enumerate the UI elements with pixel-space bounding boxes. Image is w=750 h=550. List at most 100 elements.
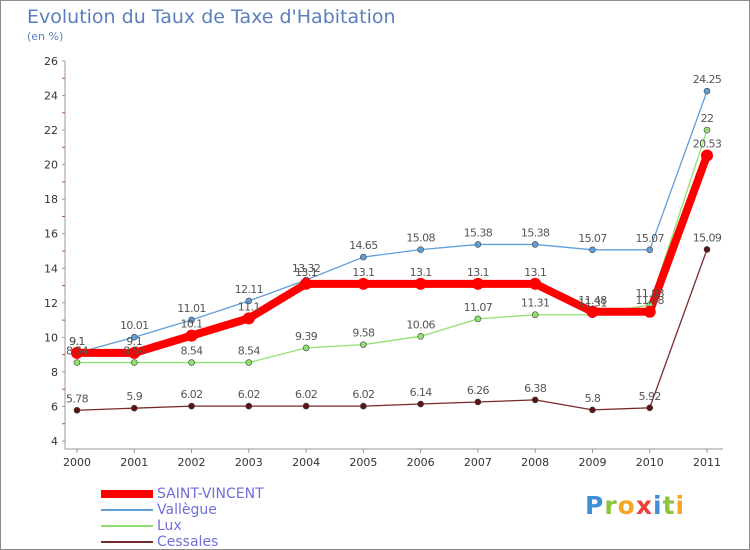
y-tick-label: 20 [44,159,58,172]
x-tick-label: 2001 [120,456,148,469]
data-point [531,241,539,248]
data-label: 6.02 [238,388,260,401]
data-label: 13.1 [410,266,432,279]
data-label: 5.92 [639,390,661,403]
logo-letter: o [617,491,636,520]
data-label: 13.32 [292,262,321,275]
data-point [130,359,138,366]
data-label: 11.88 [635,287,664,300]
data-point [130,333,138,341]
legend-label: SAINT-VINCENT [157,486,264,502]
logo-letter: i [653,491,663,520]
data-label: 9.1 [69,335,85,348]
x-tick-label: 2011 [693,456,721,469]
data-label: 11.31 [578,297,607,310]
data-point [185,329,198,342]
data-label: 15.07 [635,232,664,245]
data-point [188,359,195,366]
data-label: 10.06 [406,318,435,331]
data-point [245,402,253,410]
data-point [357,277,370,290]
data-point [417,333,424,340]
data-label: 11.01 [177,302,206,315]
data-label: 15.38 [464,226,493,239]
data-point [471,277,484,290]
data-point [703,87,711,95]
y-tick-label: 18 [44,193,58,206]
data-label: 11.31 [521,297,550,310]
legend-item: Lux [101,518,264,534]
data-label: 13.1 [352,266,374,279]
data-point [300,277,313,290]
y-tick-label: 10 [44,331,58,344]
logo-letter: P [585,491,605,520]
legend-swatch [101,525,153,527]
data-point [128,346,141,359]
legend-item: SAINT-VINCENT [101,486,264,502]
logo-letter: i [675,491,686,520]
logo-letter: r [604,491,618,520]
data-label: 14.65 [349,239,378,252]
chart-subtitle: (en %) [27,30,64,43]
legend-swatch [101,509,153,511]
data-label: 11.1 [238,300,260,313]
data-point [417,400,424,408]
data-label: 5.9 [126,390,142,403]
data-label: 5.8 [585,392,601,405]
logo-letter: t [662,491,676,520]
data-label: 24.25 [693,73,722,86]
x-tick-label: 2005 [349,456,377,469]
data-label: 6.26 [467,384,490,397]
data-label: 6.38 [524,382,547,395]
x-tick-label: 2003 [235,456,263,469]
legend-swatch [101,490,153,498]
data-point [474,315,482,323]
data-label: 13.1 [467,266,489,279]
data-label: 9.39 [295,330,318,343]
data-label: 8.54 [238,345,261,358]
data-point [188,402,195,410]
x-tick-label: 2010 [636,456,664,469]
data-label: 8.54 [123,345,146,358]
x-tick-label: 2004 [292,456,320,469]
x-tick-label: 2000 [63,456,91,469]
data-point [701,149,713,162]
legend-label: Vallègue [157,502,217,518]
y-tick-label: 16 [44,228,58,241]
proxiti-logo: Proxiti [585,491,685,520]
data-label: 6.02 [352,388,374,401]
series-line [76,249,708,411]
legend-item: Cessales [101,534,264,550]
x-tick-label: 2006 [407,456,435,469]
data-label: 13.1 [295,266,317,279]
series-line [76,91,708,354]
data-label: 8.54 [180,345,203,358]
data-label: 9.58 [352,327,375,340]
data-point [73,359,81,366]
x-tick-label: 2008 [521,456,549,469]
data-label: 15.09 [693,231,722,244]
data-point [531,311,539,319]
y-tick-label: 24 [44,90,58,103]
data-point [589,406,596,414]
data-point [360,253,367,261]
data-point [646,404,654,412]
y-tick-label: 4 [51,435,58,448]
data-label: 10.01 [120,319,149,332]
data-point [414,277,427,290]
data-label: 5.78 [66,392,89,405]
y-tick-label: 26 [44,55,58,68]
data-label: 13.1 [524,266,546,279]
data-label: 11.07 [464,301,493,314]
data-point [245,359,253,366]
data-point [703,246,711,253]
data-label: 20.53 [693,137,722,150]
y-tick-label: 8 [51,366,58,379]
data-label: 6.14 [410,386,433,399]
data-label: 12.11 [235,283,264,296]
data-point [245,297,253,305]
data-label: 8.54 [66,345,89,358]
x-tick-label: 2009 [578,456,606,469]
data-label: 15.38 [521,226,550,239]
legend-swatch [101,541,153,543]
